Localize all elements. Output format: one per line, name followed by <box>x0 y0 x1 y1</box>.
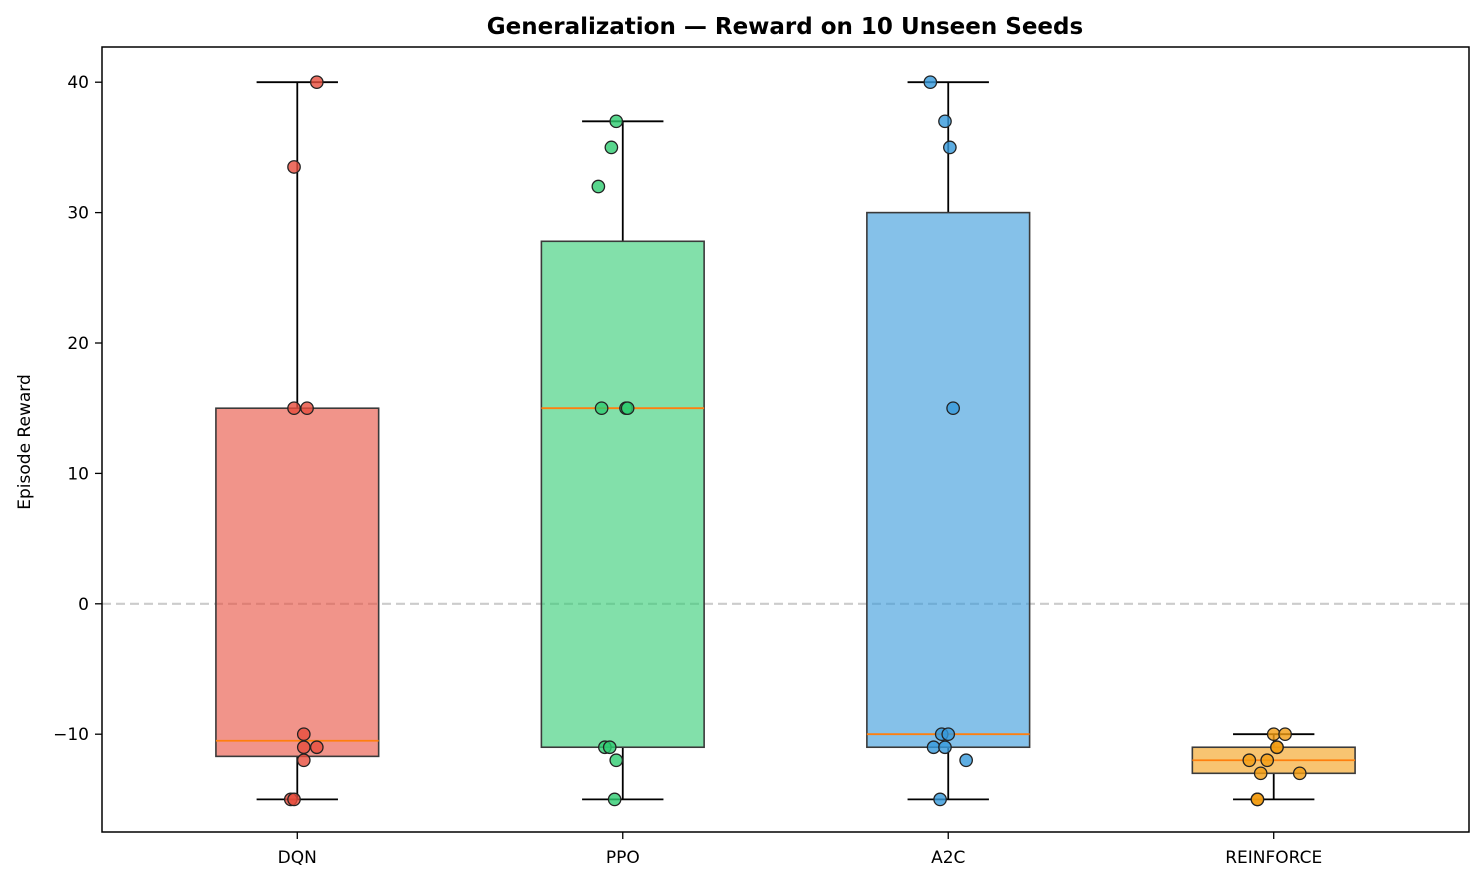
data-point-dqn <box>300 401 314 416</box>
data-point-dqn <box>309 740 324 755</box>
data-point-reinforce <box>1266 727 1281 742</box>
series-group-dqn <box>215 75 380 807</box>
data-point-dqn <box>309 75 324 90</box>
data-point-ppo <box>604 140 619 155</box>
data-point-reinforce <box>1270 740 1284 755</box>
x-tick-label-reinforce: REINFORCE <box>1225 848 1322 868</box>
data-point-dqn <box>296 740 311 755</box>
data-point-ppo <box>620 401 635 416</box>
data-point-ppo <box>609 753 624 768</box>
data-point-dqn <box>296 727 311 742</box>
x-tick-label-dqn: DQN <box>278 848 317 868</box>
x-tick-label-ppo: PPO <box>606 848 640 868</box>
series-group-reinforce <box>1191 727 1356 807</box>
data-point-dqn <box>287 160 301 174</box>
data-point-reinforce <box>1253 766 1268 781</box>
y-axis-label: Episode Reward <box>15 374 35 509</box>
data-point-a2c <box>943 140 957 155</box>
series-group-ppo <box>540 114 705 807</box>
data-point-a2c <box>946 401 960 416</box>
data-point-ppo <box>591 179 606 194</box>
data-point-a2c <box>938 114 952 129</box>
data-point-reinforce <box>1250 792 1265 807</box>
data-point-ppo <box>607 792 622 807</box>
axes: −10 0 10 20 30 40 DQN PPO A2C REINFORCE <box>53 46 1470 868</box>
series-group-a2c <box>866 75 1031 807</box>
data-point-reinforce <box>1260 753 1275 768</box>
data-point-dqn <box>296 753 311 768</box>
x-tick-label-a2c: A2C <box>931 848 965 868</box>
data-point-ppo <box>609 114 624 129</box>
y-tick-label: 0 <box>78 595 89 615</box>
y-tick-label: 40 <box>67 73 89 93</box>
plot-area <box>102 75 1469 807</box>
data-point-ppo <box>602 740 617 755</box>
data-point-ppo <box>594 401 609 416</box>
data-point-reinforce <box>1278 727 1292 742</box>
data-point-a2c <box>933 792 947 807</box>
data-point-a2c <box>941 727 956 742</box>
plot-frame <box>101 46 1470 833</box>
y-tick-label: 30 <box>67 204 89 224</box>
data-point-a2c <box>938 740 952 755</box>
data-point-a2c <box>926 740 941 755</box>
data-point-a2c <box>923 75 938 90</box>
y-tick-label: 10 <box>67 464 89 484</box>
y-tick-label: −10 <box>53 725 89 745</box>
box-ppo <box>540 240 705 749</box>
box-dqn <box>215 407 380 758</box>
data-point-dqn <box>287 401 301 416</box>
box-a2c <box>866 211 1031 749</box>
chart-title: Generalization — Reward on 10 Unseen See… <box>487 14 1083 40</box>
data-point-reinforce <box>1292 766 1307 781</box>
y-tick-label: 20 <box>67 334 89 354</box>
data-point-a2c <box>959 753 973 768</box>
data-point-dqn <box>287 792 301 807</box>
data-point-reinforce <box>1242 753 1257 768</box>
